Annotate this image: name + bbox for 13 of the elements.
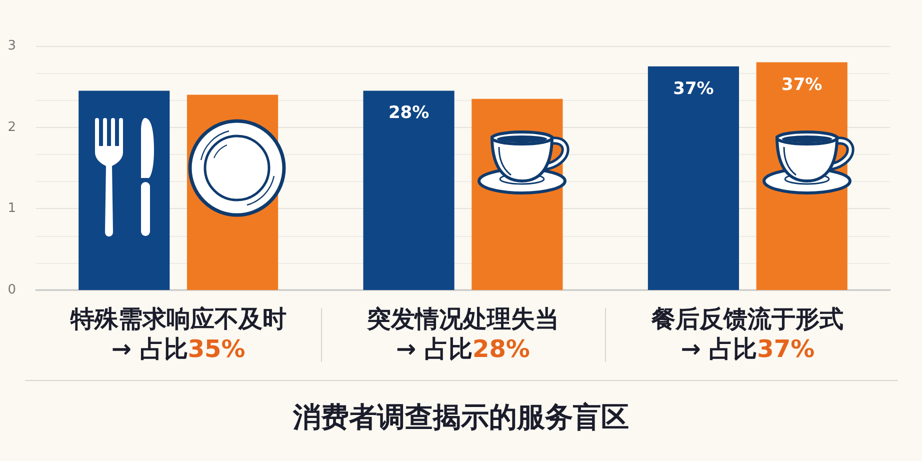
annotation: 37% [782,74,822,95]
bar [648,66,740,290]
x-tick-label: 餐后反馈流于形式 → 占比37% [650,305,844,363]
text: 消费者调查揭示的服务盲区 [292,400,629,434]
annotation: 28% [388,103,430,124]
annotation: 37% [673,78,714,99]
x-tick-label: 突发情况处理失当 → 占比28% [366,305,559,363]
bar [363,90,454,290]
y-tick-label: 1 [8,201,16,216]
y-tick-label: 2 [8,120,16,135]
y-tick-label: 0 [8,282,16,298]
y-tick-label: 3 [8,38,16,54]
x-tick-label: 特殊需求响应不及时 → 占比35% [69,305,286,363]
